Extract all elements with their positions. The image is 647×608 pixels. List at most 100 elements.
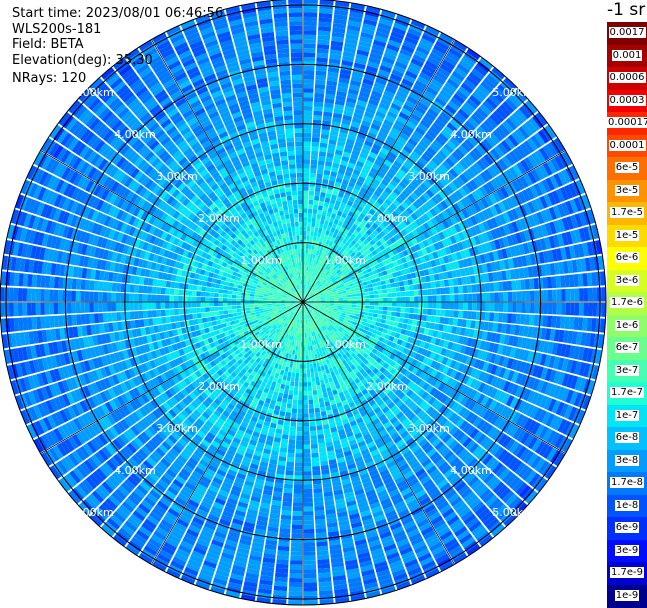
beta-cell — [508, 303, 513, 313]
beta-cell — [412, 320, 417, 326]
beta-cell — [54, 277, 59, 289]
beta-cell — [223, 306, 228, 310]
beta-cell — [304, 507, 314, 512]
beta-cell — [187, 290, 192, 296]
beta-cell — [289, 587, 302, 592]
beta-cell — [287, 453, 294, 458]
beta-cell — [280, 519, 290, 524]
beta-cell — [278, 541, 290, 546]
beta-cell — [381, 315, 386, 320]
beta-cell — [205, 292, 210, 297]
beta-cell — [111, 303, 116, 312]
beta-cell — [303, 369, 306, 374]
beta-cell — [218, 306, 223, 310]
beta-cell — [283, 394, 288, 399]
beta-cell — [187, 296, 192, 301]
beta-cell — [183, 296, 188, 302]
beta-cell — [196, 291, 201, 296]
beta-cell — [258, 302, 263, 304]
beta-cell — [183, 308, 188, 314]
beta-cell — [40, 303, 45, 315]
beta-cell — [236, 305, 241, 308]
beta-cell — [49, 316, 54, 328]
beta-cell — [303, 449, 310, 454]
beta-cell — [312, 359, 316, 364]
beta-cell — [202, 318, 207, 323]
beta-cell — [310, 364, 314, 369]
beta-cell — [98, 313, 103, 323]
beta-cell — [219, 311, 224, 315]
beta-cell — [170, 288, 175, 294]
beta-cell — [318, 394, 323, 399]
beta-cell — [314, 372, 318, 377]
beta-cell — [315, 515, 325, 520]
beta-cell — [220, 319, 225, 324]
beta-cell — [81, 279, 86, 289]
beta-cell — [107, 303, 112, 312]
beta-cell — [178, 296, 183, 302]
beta-cell — [294, 489, 303, 494]
beta-cell — [58, 315, 63, 327]
beta-cell — [280, 528, 291, 533]
beta-cell — [365, 305, 370, 308]
beta-cell — [116, 312, 121, 321]
beta-cell — [143, 302, 148, 309]
beta-cell — [306, 360, 309, 365]
beta-cell — [201, 313, 206, 318]
beta-cell — [313, 484, 322, 489]
beta-cell — [174, 296, 179, 302]
beta-cell — [494, 303, 499, 312]
beta-cell — [54, 316, 59, 328]
beta-cell — [230, 279, 235, 284]
beta-cell — [223, 302, 228, 306]
beta-cell — [174, 289, 179, 295]
beta-cell — [322, 370, 327, 375]
beta-cell — [303, 391, 307, 396]
beta-cell — [314, 399, 319, 404]
beta-cell — [285, 412, 291, 417]
beta-cell — [178, 289, 183, 295]
beta-cell — [320, 407, 326, 412]
beta-cell — [315, 412, 321, 417]
beta-cell — [130, 311, 135, 319]
beta-cell — [45, 289, 50, 301]
beta-cell — [206, 282, 211, 287]
beta-cell — [391, 312, 396, 317]
beta-cell — [307, 342, 310, 347]
beta-cell — [282, 434, 289, 439]
beta-cell — [148, 278, 153, 286]
beta-cell — [304, 556, 316, 561]
beta-cell — [0, 287, 5, 301]
beta-cell — [319, 398, 324, 403]
beta-cell — [378, 310, 383, 314]
beta-cell — [285, 385, 290, 390]
beta-cell — [308, 395, 313, 400]
beta-cell — [72, 279, 77, 290]
beta-cell — [310, 431, 316, 436]
beta-cell — [237, 312, 242, 316]
beta-cell — [296, 368, 300, 373]
beta-cell — [202, 281, 207, 286]
beta-cell — [241, 299, 246, 302]
beta-cell — [94, 303, 99, 313]
beta-cell — [373, 310, 378, 314]
beta-cell — [170, 282, 175, 289]
beta-cell — [232, 291, 237, 295]
beta-cell — [312, 381, 316, 386]
beta-cell — [311, 439, 318, 444]
beta-cell — [229, 317, 234, 321]
beta-cell — [206, 317, 211, 322]
beta-cell — [49, 276, 54, 288]
beta-cell — [381, 319, 386, 324]
beta-cell — [304, 520, 314, 525]
beta-cell — [309, 404, 314, 409]
beta-cell — [166, 316, 171, 323]
beta-cell — [272, 299, 277, 301]
beta-cell — [209, 297, 214, 301]
beta-cell — [289, 386, 294, 391]
beta-cell — [76, 291, 81, 301]
beta-cell — [294, 476, 302, 481]
beta-cell — [401, 307, 406, 312]
beta-cell — [0, 303, 5, 317]
beta-cell — [304, 502, 313, 507]
